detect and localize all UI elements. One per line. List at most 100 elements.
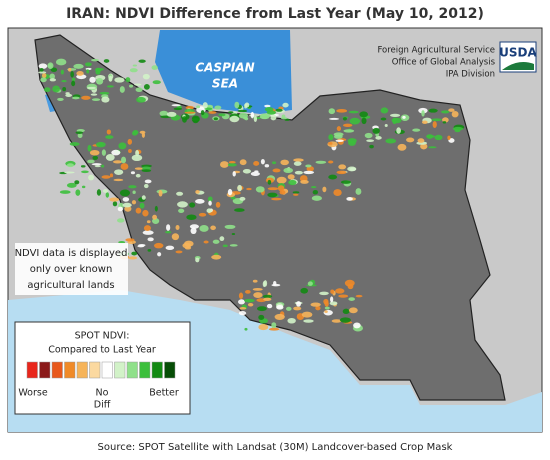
vegetation-patch xyxy=(355,188,362,195)
vegetation-patch xyxy=(286,306,292,311)
vegetation-patch xyxy=(338,294,349,298)
vegetation-patch xyxy=(135,173,141,178)
vegetation-patch xyxy=(49,73,55,80)
vegetation-patch xyxy=(366,139,375,143)
vegetation-patch xyxy=(112,201,118,207)
vegetation-patch xyxy=(342,308,350,315)
vegetation-patch xyxy=(384,124,388,128)
legend-swatch xyxy=(64,361,76,379)
vegetation-patch xyxy=(275,108,283,112)
vegetation-patch xyxy=(61,80,67,83)
vegetation-patch xyxy=(214,105,222,110)
map: CASPIAN SEA Foreign Agricultural Service… xyxy=(7,27,543,433)
vegetation-patch xyxy=(175,250,183,254)
legend-label: Worse xyxy=(18,388,48,399)
vegetation-patch xyxy=(355,294,363,298)
vegetation-patch xyxy=(315,305,321,311)
vegetation-patch xyxy=(128,256,138,260)
vegetation-patch xyxy=(158,189,163,197)
legend: SPOT NDVI: Compared to Last Year Worse N… xyxy=(14,321,191,415)
vegetation-patch xyxy=(288,179,297,186)
vegetation-patch xyxy=(195,257,200,263)
vegetation-patch xyxy=(159,110,169,117)
vegetation-patch xyxy=(141,195,146,200)
vegetation-patch xyxy=(451,110,459,118)
vegetation-patch xyxy=(66,182,77,188)
vegetation-patch xyxy=(95,77,104,85)
vegetation-patch xyxy=(293,306,302,311)
vegetation-patch xyxy=(70,71,74,78)
vegetation-patch xyxy=(134,83,142,86)
vegetation-patch xyxy=(182,242,192,249)
vegetation-patch xyxy=(146,220,151,224)
vegetation-patch xyxy=(300,179,309,184)
vegetation-patch xyxy=(109,197,120,202)
vegetation-patch xyxy=(227,188,233,196)
vegetation-patch xyxy=(442,117,449,123)
vegetation-patch xyxy=(81,185,86,189)
vegetation-patch xyxy=(348,110,359,114)
vegetation-patch xyxy=(385,138,397,144)
vegetation-patch xyxy=(243,298,255,303)
vegetation-patch xyxy=(306,166,314,172)
vegetation-patch xyxy=(369,144,374,149)
vegetation-patch xyxy=(319,291,329,296)
sea-label: CASPIAN xyxy=(195,61,254,75)
vegetation-patch xyxy=(447,135,451,140)
vegetation-patch xyxy=(252,287,263,291)
vegetation-patch xyxy=(175,224,180,230)
vegetation-patch xyxy=(195,190,200,194)
vegetation-patch xyxy=(94,165,101,168)
vegetation-patch xyxy=(272,168,281,173)
vegetation-patch xyxy=(134,167,143,170)
vegetation-patch xyxy=(129,68,138,73)
vegetation-patch xyxy=(248,114,260,117)
vegetation-patch xyxy=(346,197,353,201)
vegetation-patch xyxy=(127,138,133,145)
vegetation-patch xyxy=(271,322,277,329)
vegetation-patch xyxy=(301,311,313,318)
vegetation-patch xyxy=(441,110,450,114)
vegetation-patch xyxy=(75,189,81,196)
vegetation-patch xyxy=(135,87,143,93)
legend-swatch xyxy=(164,361,176,379)
vegetation-patch xyxy=(280,117,288,120)
vegetation-patch xyxy=(276,304,284,310)
vegetation-patch xyxy=(328,141,333,145)
legend-swatch xyxy=(139,361,151,379)
vegetation-patch xyxy=(432,121,437,129)
vegetation-patch xyxy=(152,214,157,220)
vegetation-patch xyxy=(397,143,407,151)
vegetation-patch xyxy=(303,319,314,323)
vegetation-patch xyxy=(262,294,273,299)
vegetation-patch xyxy=(143,225,151,232)
vegetation-patch xyxy=(340,180,352,184)
vegetation-patch xyxy=(348,307,358,314)
vegetation-patch xyxy=(141,166,151,171)
vegetation-patch xyxy=(392,117,397,125)
vegetation-patch xyxy=(253,160,260,166)
vegetation-patch xyxy=(88,174,94,181)
vegetation-patch xyxy=(250,171,260,176)
vegetation-patch xyxy=(166,111,177,117)
vegetation-patch xyxy=(212,239,220,244)
vegetation-patch xyxy=(138,59,146,63)
vegetation-patch xyxy=(338,164,347,170)
vegetation-patch xyxy=(86,86,97,90)
vegetation-patch xyxy=(228,111,234,114)
vegetation-patch xyxy=(91,58,100,62)
vegetation-patch xyxy=(186,214,197,220)
vegetation-patch xyxy=(228,160,236,164)
vegetation-patch xyxy=(108,75,113,82)
vegetation-patch xyxy=(52,85,60,93)
vegetation-patch xyxy=(246,187,252,191)
legend-label: Better xyxy=(149,388,179,399)
vegetation-patch xyxy=(310,186,317,189)
vegetation-patch xyxy=(122,197,130,202)
vegetation-patch xyxy=(184,111,196,114)
vegetation-patch xyxy=(284,118,290,121)
vegetation-patch xyxy=(125,238,135,242)
vegetation-patch xyxy=(258,314,265,320)
vegetation-patch xyxy=(312,189,319,195)
legend-title: Compared to Last Year xyxy=(48,345,156,356)
